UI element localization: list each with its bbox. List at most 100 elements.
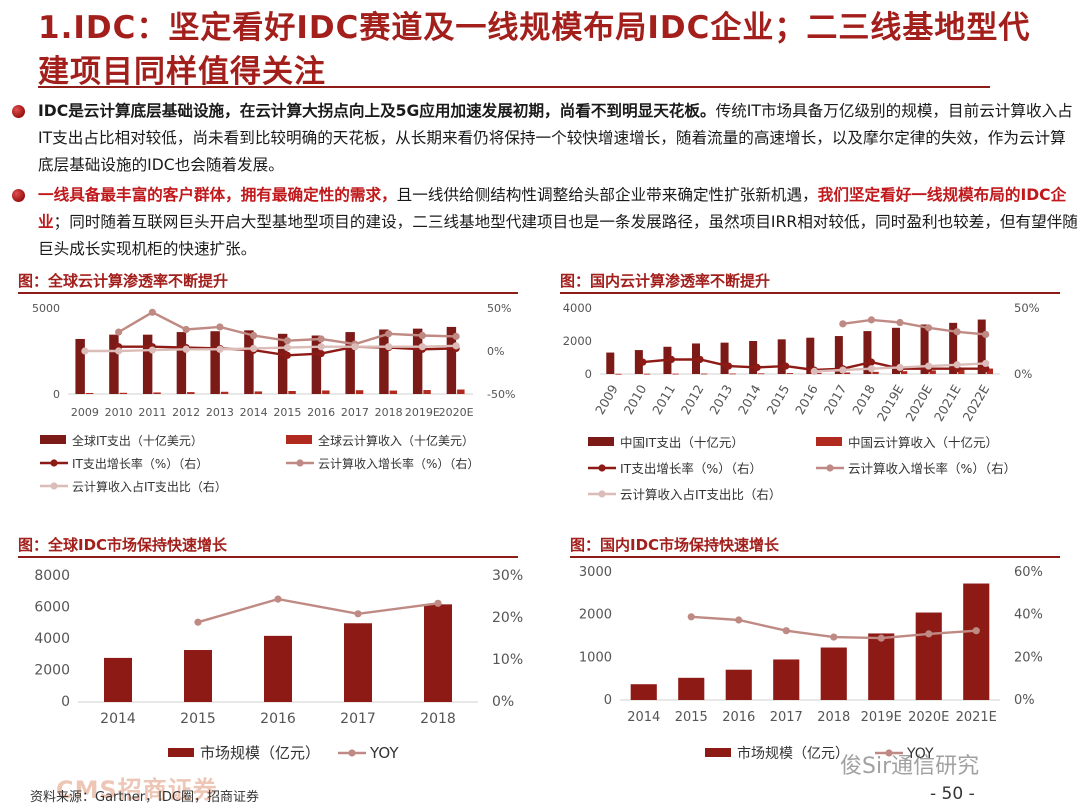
- y-right-tick-label: 20%: [1014, 650, 1043, 665]
- legend-label: 全球IT支出（十亿美元）: [72, 433, 203, 448]
- figure-1-rule: [18, 292, 518, 294]
- line-marker: [194, 618, 202, 626]
- x-tick-label: 2017: [770, 710, 803, 725]
- line-marker: [81, 347, 89, 355]
- x-tick-label: 2017: [341, 406, 369, 419]
- x-tick-label: 2010: [621, 382, 650, 417]
- bar-secondary: [389, 390, 398, 394]
- bar-main: [725, 669, 752, 700]
- y-right-tick-label: 50%: [487, 302, 511, 315]
- line-marker: [274, 595, 282, 603]
- x-tick-label: 2018: [375, 406, 403, 419]
- bar-main: [834, 336, 843, 374]
- line-marker: [148, 346, 156, 354]
- bar-secondary: [355, 390, 364, 394]
- bar-main: [963, 583, 990, 700]
- figure-4-rule: [570, 556, 1060, 558]
- line-marker: [735, 616, 743, 624]
- line-marker: [250, 331, 258, 340]
- legend-swatch: [286, 435, 312, 444]
- y-left-tick-label: 1000: [579, 650, 612, 665]
- line-marker: [148, 308, 156, 316]
- bar-main: [344, 623, 372, 702]
- legend-label: IT支出增长率（%）（右）: [620, 461, 762, 476]
- line-marker: [452, 332, 460, 340]
- bar-secondary: [187, 392, 195, 394]
- x-tick-label: 2014: [240, 406, 268, 419]
- bar-main: [104, 657, 132, 702]
- bar-main: [184, 650, 212, 702]
- bar-secondary: [701, 373, 708, 375]
- bullet-1-lead: IDC是云计算底层基础设施，在云计算大拐点向上及5G应用加速发展初期，尚看不到明…: [38, 102, 716, 120]
- bar-secondary: [288, 390, 296, 394]
- line-marker: [216, 345, 224, 353]
- bar-main: [915, 612, 942, 700]
- legend-label: IT支出增长率（%）（右）: [72, 456, 208, 471]
- legend-label: 市场规模（亿元）: [737, 745, 849, 762]
- bar-main: [412, 328, 423, 394]
- bar-main: [142, 334, 153, 394]
- line-marker: [385, 330, 393, 338]
- bar-secondary: [929, 370, 936, 374]
- y-right-tick-label: 50%: [1014, 301, 1040, 315]
- line-marker: [351, 343, 359, 351]
- bar-main: [630, 684, 657, 700]
- y-left-tick-label: 4000: [34, 631, 70, 647]
- line-series-0: [197, 597, 439, 624]
- legend-label: 云计算收入占IT支出比（右）: [72, 479, 227, 494]
- x-tick-label: 2015: [273, 406, 301, 419]
- y-left-tick-label: 0: [53, 388, 60, 401]
- line-marker: [982, 365, 990, 373]
- x-tick-label: 2010: [105, 406, 133, 419]
- x-tick-label: 2021E: [931, 382, 964, 424]
- line-marker: [830, 633, 838, 641]
- x-tick-label: 2016: [792, 382, 821, 417]
- bullet-dot-icon: [12, 189, 25, 202]
- legend-label: 云计算收入增长率（%）（右）: [848, 461, 1016, 476]
- legend-label: 云计算收入占IT支出比（右）: [620, 487, 781, 502]
- bullet-point-1: IDC是云计算底层基础设施，在云计算大拐点向上及5G应用加速发展初期，尚看不到明…: [12, 98, 1080, 179]
- y-right-tick-label: 0%: [487, 345, 504, 358]
- line-marker: [182, 325, 190, 334]
- chart-global-idc-market: 8000 6000 4000 2000 0 30% 20% 10% 0% 2014 2015 2016…: [34, 568, 523, 762]
- bar-main: [820, 647, 847, 700]
- bar-secondary: [843, 372, 851, 374]
- line-marker: [667, 355, 676, 364]
- y-right-tick-label: 0%: [1014, 367, 1032, 381]
- line-marker: [283, 343, 291, 352]
- y-left-tick-label: 5000: [32, 302, 60, 315]
- x-tick-label: 2019E: [861, 710, 902, 725]
- line-marker: [753, 363, 761, 371]
- legend-marker: [885, 749, 893, 757]
- line-marker: [216, 323, 224, 331]
- title-underline: [38, 86, 990, 88]
- bar-main: [777, 339, 786, 374]
- legend-marker: [296, 459, 304, 467]
- line-marker: [896, 318, 904, 327]
- x-tick-label: 2019E: [405, 406, 440, 419]
- x-tick-label: 2021E: [956, 710, 997, 725]
- legend-label: YOY: [906, 746, 934, 762]
- line-marker: [867, 358, 876, 366]
- x-tick-label: 2012: [172, 406, 200, 419]
- legend-marker: [826, 464, 834, 472]
- bar-main: [109, 334, 119, 394]
- line-marker: [418, 343, 426, 351]
- legend-label: 市场规模（亿元）: [200, 744, 320, 762]
- y-right-tick-label: 10%: [492, 652, 523, 668]
- line-marker: [972, 627, 980, 635]
- figure-2-title: 图：国内云计算渗透率不断提升: [560, 272, 771, 290]
- x-tick-label: 2009: [71, 406, 99, 419]
- wechat-watermark: 俊Sir通信研究: [840, 754, 980, 779]
- x-tick-label: 2012: [678, 382, 707, 417]
- line-marker: [867, 316, 876, 324]
- x-tick-label: 2018: [420, 711, 456, 727]
- figure-2-rule: [560, 292, 1060, 294]
- x-tick-label: 2015: [675, 710, 708, 725]
- line-marker: [434, 599, 442, 607]
- x-tick-label: 2020E: [439, 406, 474, 419]
- line-marker: [953, 328, 961, 336]
- y-left-tick-label: 4000: [563, 301, 592, 315]
- bar-main: [920, 324, 929, 374]
- figure-3-rule: [18, 556, 518, 558]
